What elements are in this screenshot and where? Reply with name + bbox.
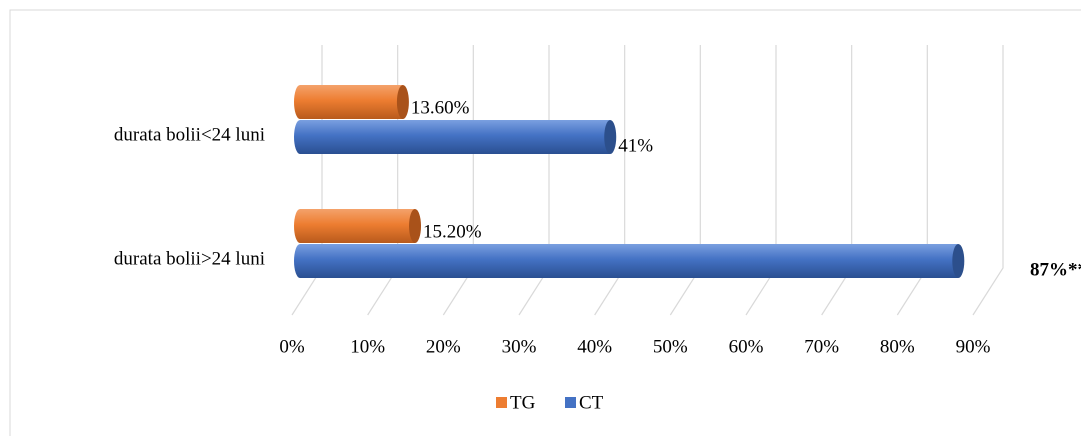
x-tick-label: 90%	[956, 336, 991, 357]
data-label: 13.60%	[411, 97, 470, 118]
y-tick-label: durata bolii>24 luni	[114, 248, 265, 269]
legend-swatch	[496, 397, 507, 408]
x-tick-label: 70%	[804, 336, 839, 357]
x-tick-label: 80%	[880, 336, 915, 357]
grid-line	[972, 45, 1004, 316]
bar-cap	[952, 244, 965, 278]
x-tick-label: 40%	[577, 336, 612, 357]
x-tick-label: 20%	[426, 336, 461, 357]
legend-label: CT	[579, 392, 604, 413]
bar-cap	[409, 209, 422, 243]
chart-frame	[9, 9, 1081, 436]
x-tick-label: 50%	[653, 336, 688, 357]
x-tick-label: 30%	[502, 336, 537, 357]
bar	[300, 120, 611, 154]
y-tick-label: durata bolii<24 luni	[114, 124, 265, 145]
legend-swatch	[565, 397, 576, 408]
x-tick-label: 10%	[350, 336, 385, 357]
legend-label: TG	[510, 392, 536, 413]
bar	[300, 244, 959, 278]
data-label: 15.20%	[423, 221, 482, 242]
bar	[300, 85, 403, 119]
data-label: 41%	[618, 135, 653, 156]
x-tick-label: 60%	[729, 336, 764, 357]
x-tick-label: 0%	[279, 336, 305, 357]
bar-cap	[604, 120, 617, 154]
bar	[300, 209, 416, 243]
data-label: 87%**	[1030, 259, 1081, 280]
bar-cap	[396, 85, 409, 119]
